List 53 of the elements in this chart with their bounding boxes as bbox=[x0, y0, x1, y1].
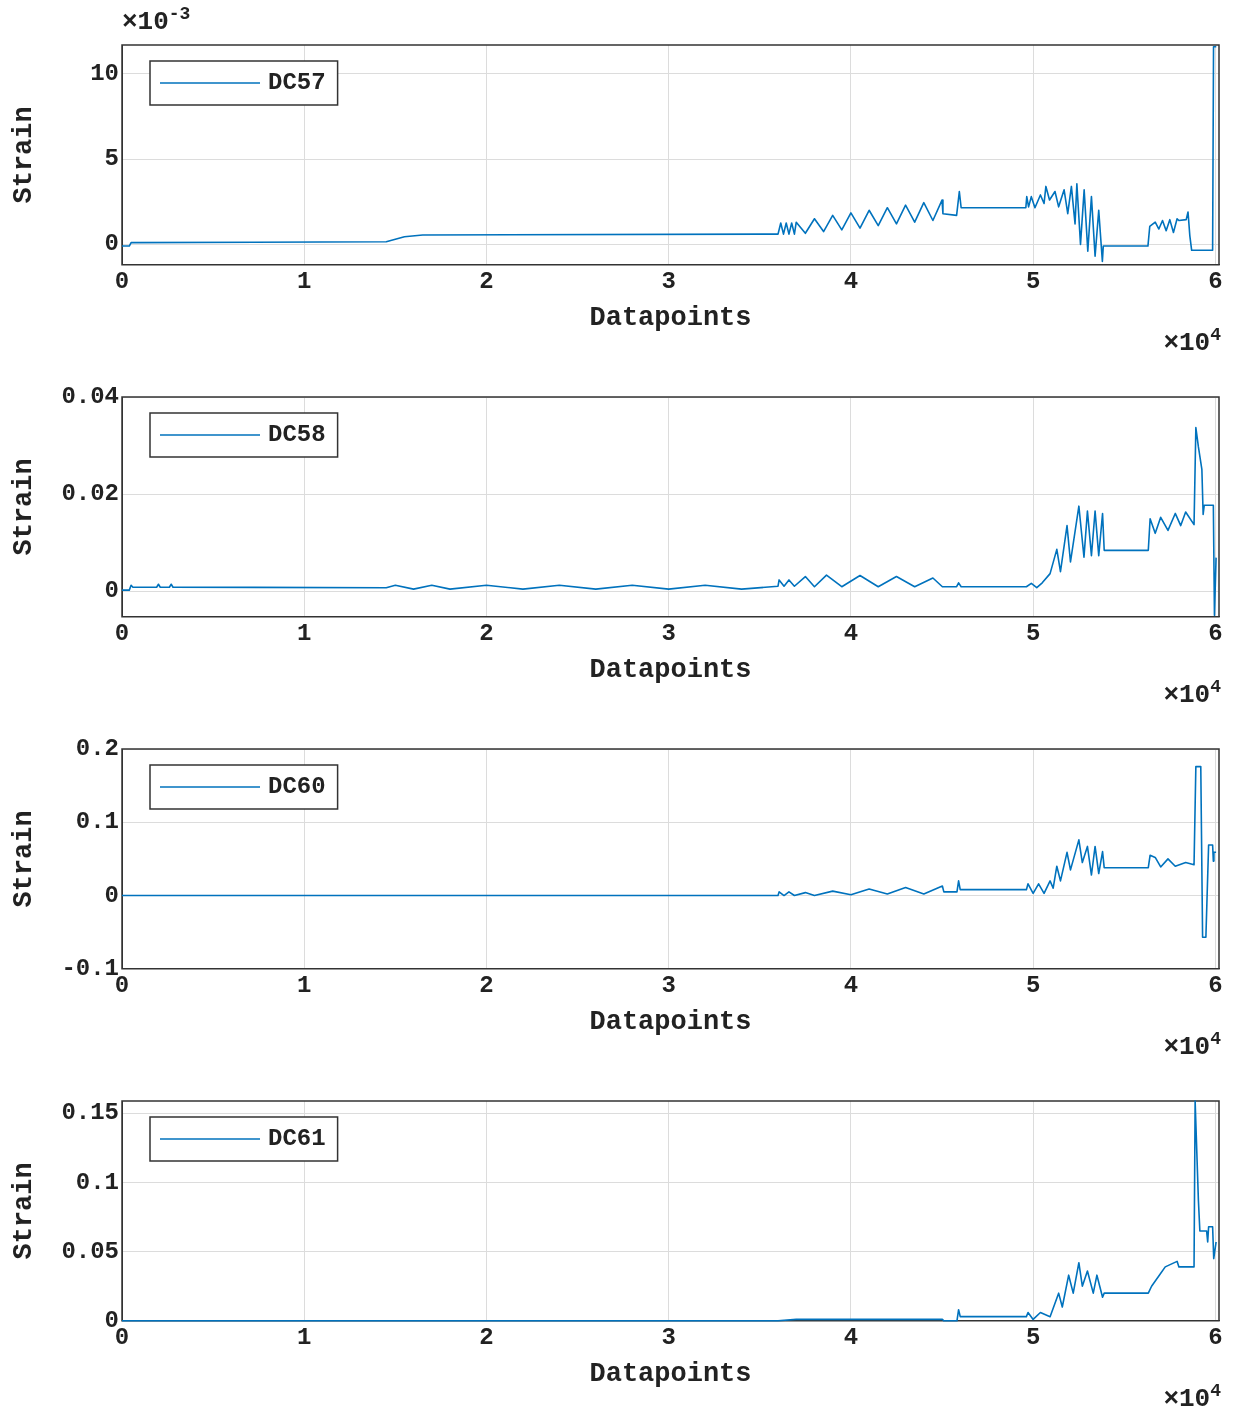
x-tick-label: 2 bbox=[479, 972, 494, 1000]
legend-label: DC60 bbox=[268, 773, 326, 801]
y-tick-label: 0.1 bbox=[75, 1168, 119, 1196]
x-axis-title: Datapoints bbox=[589, 1006, 752, 1037]
text: ×10$^{4}$ bbox=[1163, 325, 1221, 358]
legend-label: DC61 bbox=[268, 1125, 326, 1153]
x-axis-title: Datapoints bbox=[589, 302, 752, 333]
text: ×10$^{4}$ bbox=[1163, 1381, 1221, 1410]
y-tick-label: 0.15 bbox=[61, 1099, 119, 1127]
y-tick-label: 5 bbox=[104, 145, 119, 173]
x-tick-label: 6 bbox=[1208, 268, 1223, 296]
y-tick-label: 0 bbox=[104, 577, 119, 605]
y-tick-label: 0.2 bbox=[75, 735, 119, 763]
x-tick-label: 5 bbox=[1025, 620, 1041, 648]
y-axis-title: Strain bbox=[9, 1162, 39, 1260]
y-axis-title: Strain bbox=[9, 106, 39, 204]
text: ×10$^{4}$ bbox=[1163, 1029, 1221, 1062]
x-tick-label: 1 bbox=[297, 620, 312, 648]
x-tick-label: 1 bbox=[297, 268, 312, 296]
x-tick-label: 5 bbox=[1025, 268, 1041, 296]
y-tick-label: 0 bbox=[104, 881, 119, 909]
x-tick-label: 3 bbox=[661, 268, 676, 296]
y-tick-label: 0.1 bbox=[75, 808, 119, 836]
text: ×10$^{4}$ bbox=[1163, 677, 1221, 710]
x-tick-label: 3 bbox=[661, 972, 676, 1000]
y-tick-label: 0.02 bbox=[61, 480, 119, 508]
x-tick-label: 2 bbox=[479, 620, 494, 648]
x-tick-label: 3 bbox=[661, 620, 676, 648]
y-tick-label: 0 bbox=[104, 230, 119, 258]
legend-label: DC58 bbox=[268, 421, 326, 449]
x-tick-label: 6 bbox=[1208, 972, 1223, 1000]
x-tick-label: 5 bbox=[1025, 1324, 1041, 1352]
y-tick-label: 0.05 bbox=[61, 1237, 119, 1265]
y-axis-title: Strain bbox=[9, 458, 39, 556]
y-tick-label: 0.04 bbox=[61, 383, 119, 411]
x-tick-label: 4 bbox=[843, 972, 859, 1000]
x-tick-label: 5 bbox=[1025, 972, 1041, 1000]
x-tick-label: 3 bbox=[661, 1324, 676, 1352]
x-tick-label: 6 bbox=[1208, 620, 1223, 648]
legend-label: DC57 bbox=[268, 69, 326, 97]
y-axis-title: Strain bbox=[9, 810, 39, 908]
x-tick-label: 1 bbox=[297, 1324, 312, 1352]
x-tick-label: 2 bbox=[479, 1324, 494, 1352]
x-tick-label: 4 bbox=[843, 268, 859, 296]
text: ×10$^{-3}$ bbox=[122, 4, 191, 37]
y-tick-label: 10 bbox=[90, 60, 119, 88]
x-axis-title: Datapoints bbox=[589, 654, 752, 685]
x-axis-title: Datapoints bbox=[589, 1358, 752, 1389]
x-tick-label: 4 bbox=[843, 620, 859, 648]
x-tick-label: 4 bbox=[843, 1324, 859, 1352]
x-tick-label: 1 bbox=[297, 972, 312, 1000]
x-tick-label: 6 bbox=[1208, 1324, 1223, 1352]
x-tick-label: 2 bbox=[479, 268, 494, 296]
